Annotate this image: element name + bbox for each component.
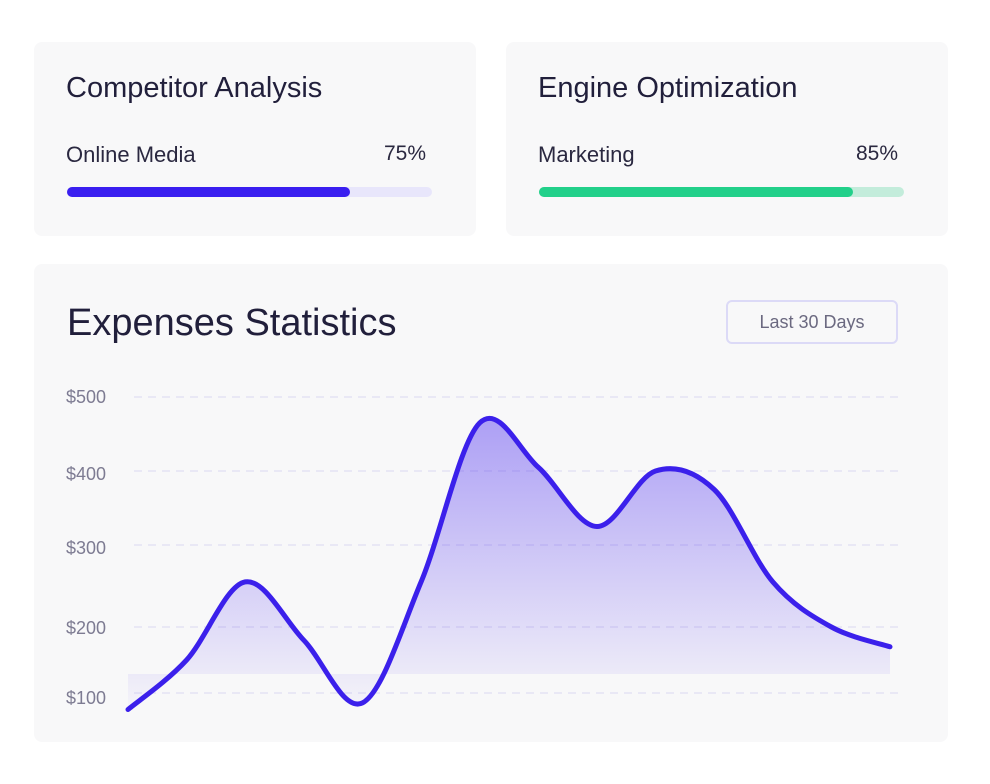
y-tick-label: $300: [66, 538, 106, 558]
y-tick-label: $400: [66, 464, 106, 484]
y-axis-ticks: $500 $400 $300 $200 $100: [66, 387, 106, 708]
expenses-statistics-title: Expenses Statistics: [67, 302, 397, 344]
marketing-progress-fill: [539, 187, 853, 197]
y-tick-label: $500: [66, 387, 106, 407]
expenses-statistics-card: Expenses Statistics Last 30 Days $500 $40…: [34, 264, 948, 742]
online-media-progress-fill: [67, 187, 350, 197]
date-range-button[interactable]: Last 30 Days: [726, 300, 898, 344]
expenses-area-fill: [128, 418, 890, 710]
y-tick-label: $200: [66, 618, 106, 638]
competitor-analysis-card: Competitor Analysis Online Media 75%: [34, 42, 476, 236]
y-tick-label: $100: [66, 688, 106, 708]
engine-optimization-card: Engine Optimization Marketing 85%: [506, 42, 948, 236]
expenses-area-chart: $500 $400 $300 $200 $100: [66, 387, 904, 712]
marketing-label: Marketing: [538, 142, 635, 167]
marketing-percent: 85%: [855, 142, 898, 165]
online-media-percent: 75%: [383, 142, 426, 165]
online-media-label: Online Media: [66, 142, 196, 167]
competitor-analysis-title: Competitor Analysis: [66, 72, 323, 104]
expenses-line: [125, 415, 893, 712]
marketing-progress-track: [539, 187, 904, 197]
engine-optimization-title: Engine Optimization: [538, 72, 798, 104]
online-media-progress-track: [67, 187, 432, 197]
